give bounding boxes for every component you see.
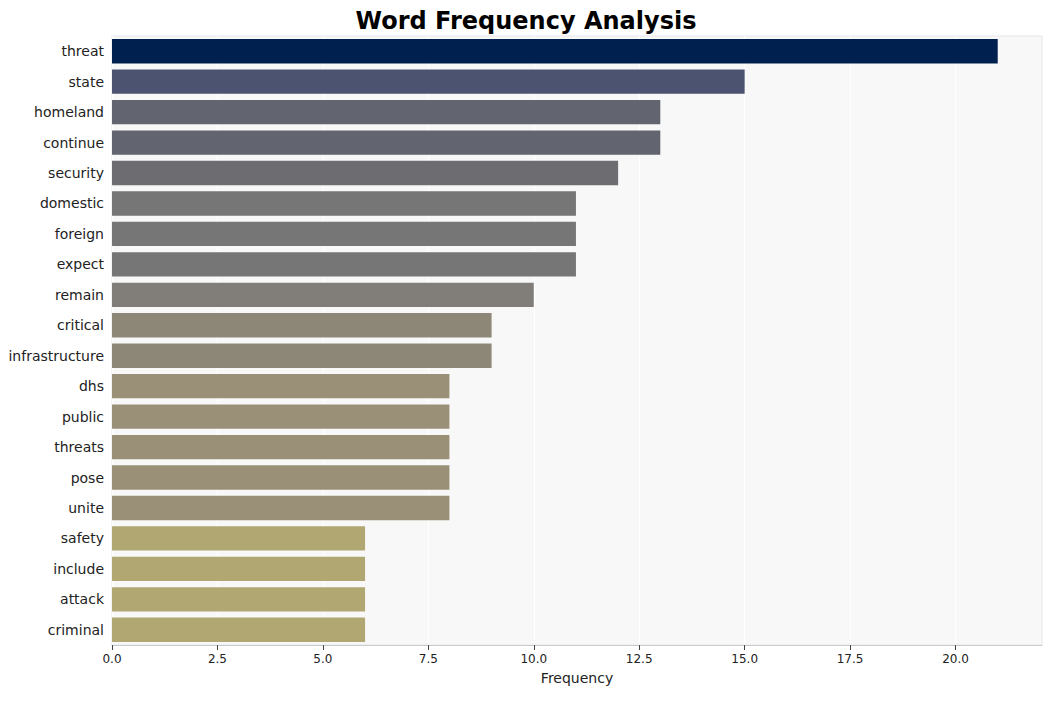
svg-text:15.0: 15.0 bbox=[731, 652, 758, 666]
svg-text:homeland: homeland bbox=[34, 104, 104, 120]
svg-text:7.5: 7.5 bbox=[419, 652, 438, 666]
svg-text:domestic: domestic bbox=[40, 195, 104, 211]
svg-text:state: state bbox=[69, 74, 104, 90]
svg-text:dhs: dhs bbox=[79, 378, 104, 394]
svg-text:Frequency: Frequency bbox=[541, 670, 613, 686]
svg-text:12.5: 12.5 bbox=[626, 652, 653, 666]
svg-text:17.5: 17.5 bbox=[837, 652, 864, 666]
svg-text:Word Frequency Analysis: Word Frequency Analysis bbox=[356, 7, 697, 35]
svg-text:20.0: 20.0 bbox=[942, 652, 969, 666]
svg-text:foreign: foreign bbox=[55, 226, 104, 242]
svg-text:infrastructure: infrastructure bbox=[8, 348, 104, 364]
svg-text:safety: safety bbox=[61, 530, 104, 546]
svg-text:security: security bbox=[48, 165, 104, 181]
svg-text:criminal: criminal bbox=[48, 622, 104, 638]
svg-text:0.0: 0.0 bbox=[102, 652, 121, 666]
svg-text:5.0: 5.0 bbox=[313, 652, 332, 666]
svg-text:continue: continue bbox=[43, 135, 104, 151]
svg-text:threats: threats bbox=[54, 439, 104, 455]
svg-text:threat: threat bbox=[62, 43, 105, 59]
svg-text:include: include bbox=[53, 561, 104, 577]
svg-text:public: public bbox=[62, 409, 104, 425]
svg-text:10.0: 10.0 bbox=[520, 652, 547, 666]
svg-text:2.5: 2.5 bbox=[208, 652, 227, 666]
svg-text:expect: expect bbox=[57, 256, 105, 272]
svg-text:unite: unite bbox=[68, 500, 104, 516]
svg-text:critical: critical bbox=[57, 317, 104, 333]
svg-text:remain: remain bbox=[55, 287, 104, 303]
svg-text:pose: pose bbox=[71, 470, 104, 486]
svg-text:attack: attack bbox=[60, 591, 105, 607]
